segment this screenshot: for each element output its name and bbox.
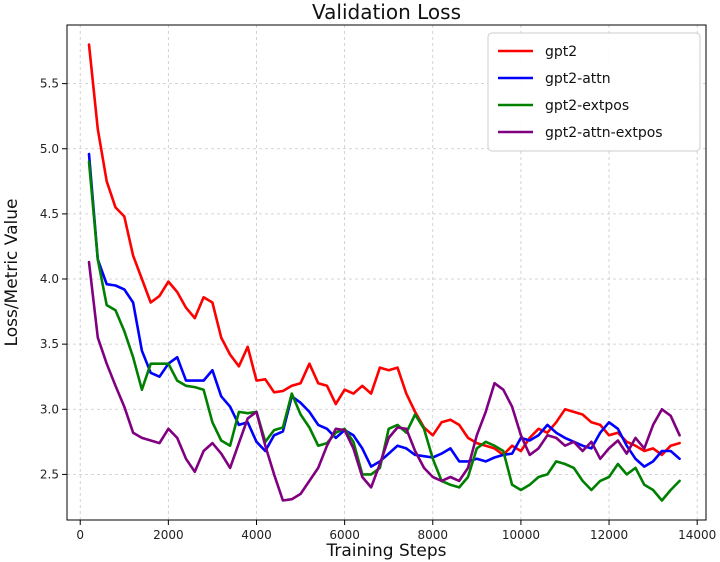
x-tick-label: 4000 xyxy=(241,528,272,542)
x-tick-label: 6000 xyxy=(329,528,360,542)
x-tick-label: 0 xyxy=(76,528,84,542)
y-tick-label: 5.0 xyxy=(40,142,59,156)
y-tick-label: 2.5 xyxy=(40,467,59,481)
y-tick-label: 5.5 xyxy=(40,77,59,91)
y-tick-label: 3.5 xyxy=(40,337,59,351)
chart-title: Validation Loss xyxy=(312,0,461,24)
plot-frame xyxy=(66,24,707,521)
series-line-gpt2-attn xyxy=(87,152,681,468)
legend-label-gpt2: gpt2 xyxy=(545,44,577,60)
y-tick-label: 4.0 xyxy=(40,272,59,286)
legend: gpt2 gpt2-attn gpt2-extpos gpt2-attn-extpos xyxy=(487,32,701,152)
legend-label-gpt2-extpos: gpt2-extpos xyxy=(545,98,629,114)
x-tick-label: 2000 xyxy=(153,528,184,542)
x-tick-label: 14000 xyxy=(678,528,716,542)
legend-box xyxy=(487,32,701,152)
y-axis-title: Loss/Metric Value xyxy=(2,199,22,347)
x-tick-label: 12000 xyxy=(590,528,628,542)
grid xyxy=(67,25,706,520)
legend-label-gpt2-attn-extpos: gpt2-attn-extpos xyxy=(545,125,663,141)
x-axis-title: Training Steps xyxy=(325,541,446,561)
series-line-gpt2-attn-extpos xyxy=(87,260,681,502)
y-tick-label: 3.0 xyxy=(40,402,59,416)
y-tick-label: 4.5 xyxy=(40,207,59,221)
x-tick-label: 8000 xyxy=(417,528,448,542)
axes: 0 2000 4000 6000 8000 10000 12000 14000 2.5 3.0 3.… xyxy=(40,77,716,542)
x-tick-label: 10000 xyxy=(502,528,540,542)
series-lines xyxy=(87,43,681,502)
legend-label-gpt2-attn: gpt2-attn xyxy=(545,71,611,87)
series-line-gpt2 xyxy=(87,43,681,457)
